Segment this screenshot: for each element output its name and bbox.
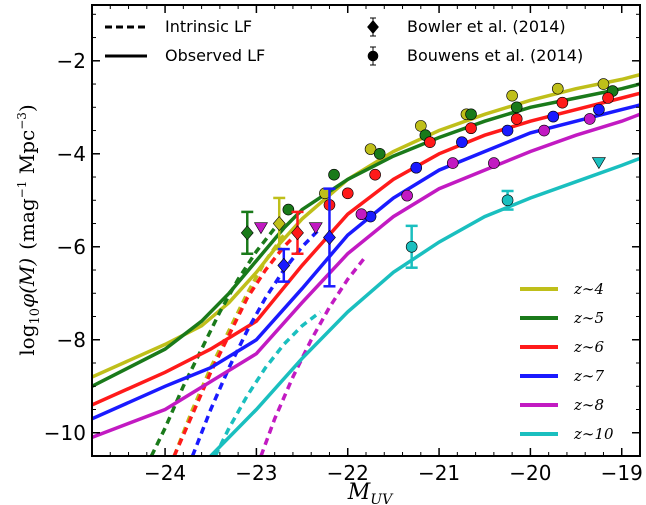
series-legend-label: z∼5 — [573, 309, 604, 327]
y-tick-label: −6 — [57, 235, 86, 259]
intrinsic-lf-line — [190, 226, 322, 456]
data-point — [341, 187, 354, 200]
data-point — [501, 124, 514, 137]
y-tick-label: −10 — [44, 421, 86, 445]
data-point — [556, 96, 569, 109]
series-legend-label: z∼6 — [573, 338, 604, 356]
data-point — [405, 240, 418, 253]
data-point — [282, 203, 295, 216]
intrinsic-lf-line — [149, 227, 277, 456]
observed-lf-line — [92, 91, 640, 407]
data-point — [465, 108, 477, 121]
y-tick-label: −2 — [57, 49, 86, 73]
data-point — [510, 113, 523, 125]
data-point — [506, 89, 518, 102]
y-axis-title: log10φ(M)(mag−1 Mpc−3) — [15, 104, 43, 355]
series-legend-label: z∼10 — [573, 425, 614, 443]
data-point — [373, 147, 386, 160]
observed-lf-line — [209, 156, 640, 456]
y-tick-label: −4 — [57, 142, 86, 166]
data-point — [355, 208, 368, 221]
y-tick-label: −8 — [57, 328, 86, 352]
data-point — [253, 222, 268, 235]
x-tick-label: −20 — [509, 461, 551, 485]
series-legend-label: z∼8 — [573, 396, 604, 414]
data-point — [424, 136, 436, 148]
data-point — [465, 122, 477, 135]
circle-legend-marker — [367, 50, 379, 62]
intrinsic-lf-line — [172, 226, 304, 456]
data-point — [456, 136, 468, 148]
data-point — [510, 101, 523, 114]
x-tick-label: −24 — [144, 461, 186, 485]
data-point — [272, 216, 286, 231]
observed-lf-line — [92, 103, 640, 421]
intrinsic-lf-line — [259, 255, 368, 456]
intrinsic-lf-line — [213, 310, 322, 456]
intrinsic-lf-line — [172, 234, 286, 456]
x-tick-label: −19 — [601, 461, 643, 485]
diamond-legend-marker — [367, 20, 379, 34]
data-point — [410, 161, 423, 174]
style-legend-label: Bowler et al. (2014) — [407, 17, 566, 36]
data-point — [593, 103, 605, 116]
data-point — [501, 194, 514, 207]
data-point — [328, 168, 340, 181]
style-legend-label: Observed LF — [165, 46, 265, 65]
style-legend-label: Intrinsic LF — [165, 17, 252, 36]
x-tick-label: −21 — [418, 461, 460, 485]
data-point — [369, 168, 381, 181]
data-point — [547, 110, 560, 123]
data-point — [291, 225, 304, 241]
data-point — [551, 82, 564, 95]
observed-lf-line — [92, 112, 640, 440]
observed-lf-line — [92, 82, 640, 388]
data-point — [323, 230, 336, 245]
data-point — [446, 157, 459, 169]
x-tick-label: −22 — [327, 461, 369, 485]
data-point — [597, 78, 610, 90]
data-point — [414, 120, 427, 132]
x-tick-label: −23 — [235, 461, 277, 485]
data-point — [401, 189, 413, 202]
data-point — [240, 225, 254, 241]
data-point — [591, 157, 606, 170]
data-point — [308, 222, 323, 235]
style-legend-label: Bouwens et al. (2014) — [407, 46, 583, 65]
data-point — [583, 113, 596, 125]
data-point — [277, 257, 291, 273]
data-point — [538, 124, 550, 137]
x-axis-title: MUV — [347, 480, 394, 505]
series-legend-label: z∼4 — [573, 280, 604, 298]
data-point — [364, 143, 377, 155]
data-point — [602, 92, 614, 104]
series-legend-label: z∼7 — [573, 367, 604, 385]
plot-frame — [91, 4, 641, 457]
data-point — [488, 157, 500, 169]
